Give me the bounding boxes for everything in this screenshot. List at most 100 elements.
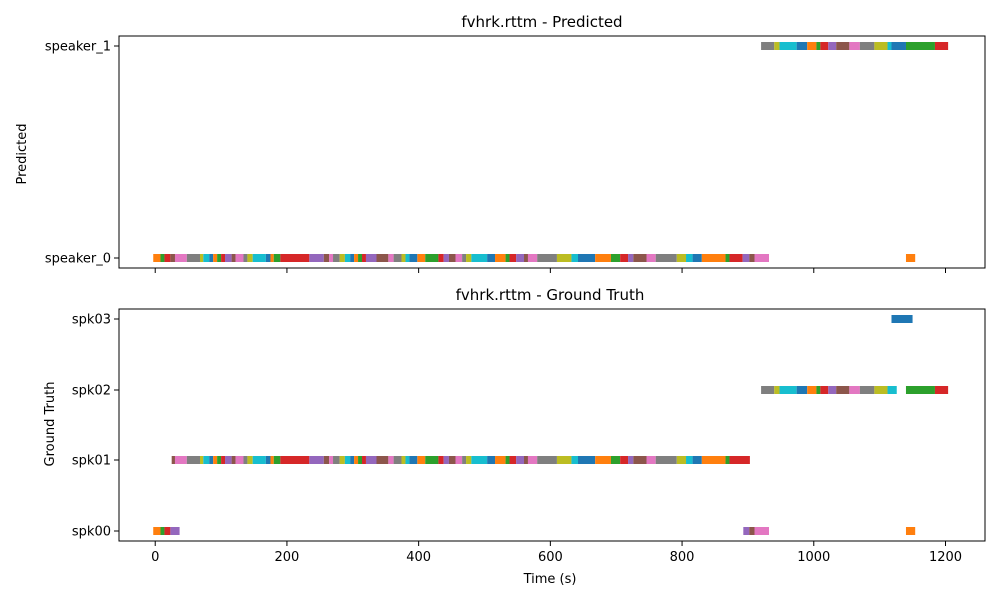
segment-spk01 xyxy=(405,456,410,464)
segment-spk01 xyxy=(265,456,271,464)
segment-spk01 xyxy=(235,456,244,464)
segment-spk01 xyxy=(516,456,525,464)
segment-spk01 xyxy=(409,456,418,464)
segment-spk01 xyxy=(323,456,330,464)
segment-spk01 xyxy=(438,456,444,464)
segment-speaker_0 xyxy=(160,254,165,262)
segment-spk01 xyxy=(252,456,266,464)
segment-spk01 xyxy=(329,456,334,464)
predicted-axes-frame xyxy=(118,35,986,269)
segment-spk01 xyxy=(417,456,426,464)
segment-speaker_0 xyxy=(153,254,161,262)
segment-speaker_0 xyxy=(393,254,402,262)
segment-spk02 xyxy=(934,386,949,394)
segment-speaker_0 xyxy=(265,254,271,262)
segment-speaker_0 xyxy=(409,254,418,262)
x-tick-label: 1000 xyxy=(797,550,830,565)
segment-spk01 xyxy=(471,456,488,464)
segment-speaker_0 xyxy=(174,254,187,262)
segment-spk02 xyxy=(874,386,888,394)
segment-spk01 xyxy=(362,456,366,464)
x-tick-label: 200 xyxy=(275,550,300,565)
segment-speaker_1 xyxy=(874,42,888,50)
y-tick-label: speaker_0 xyxy=(45,252,111,267)
segment-speaker_1 xyxy=(891,42,906,50)
ground-truth-title: fvhrk.rttm - Ground Truth xyxy=(456,286,645,304)
ground-truth-panel: fvhrk.rttm - Ground Truth Ground Truth s… xyxy=(43,286,986,587)
ground-truth-xlabel: Time (s) xyxy=(523,572,577,587)
segment-speaker_0 xyxy=(686,254,693,262)
segment-spk01 xyxy=(487,456,496,464)
segment-speaker_0 xyxy=(344,254,351,262)
segment-speaker_1 xyxy=(796,42,808,50)
y-tick-label: spk00 xyxy=(72,525,111,540)
segment-speaker_0 xyxy=(252,254,266,262)
segment-speaker_0 xyxy=(905,254,916,262)
segment-spk02 xyxy=(779,386,797,394)
segment-spk01 xyxy=(401,456,406,464)
segment-spk01 xyxy=(466,456,472,464)
segment-spk01 xyxy=(620,456,629,464)
segment-spk00 xyxy=(743,527,750,535)
segment-speaker_0 xyxy=(655,254,677,262)
segment-spk01 xyxy=(462,456,467,464)
segment-spk02 xyxy=(816,386,821,394)
ground-truth-y-ticks: spk00 spk01 spk02 spk03 xyxy=(72,313,119,540)
segment-spk01 xyxy=(221,456,226,464)
segment-speaker_0 xyxy=(243,254,248,262)
x-tick-label: 0 xyxy=(151,550,159,565)
segment-spk01 xyxy=(174,456,187,464)
segment-spk01 xyxy=(231,456,236,464)
segment-spk01 xyxy=(524,456,528,464)
segment-speaker_1 xyxy=(779,42,797,50)
segment-speaker_0 xyxy=(405,254,410,262)
segment-spk01 xyxy=(505,456,510,464)
segment-speaker_0 xyxy=(225,254,232,262)
segment-spk01 xyxy=(203,456,210,464)
segment-spk01 xyxy=(425,456,439,464)
segment-speaker_0 xyxy=(425,254,439,262)
segment-spk01 xyxy=(509,456,517,464)
segment-spk01 xyxy=(655,456,677,464)
segment-spk01 xyxy=(676,456,687,464)
segment-speaker_0 xyxy=(455,254,463,262)
segment-speaker_0 xyxy=(633,254,647,262)
segment-speaker_0 xyxy=(362,254,366,262)
segment-speaker_0 xyxy=(417,254,426,262)
segment-spk01 xyxy=(571,456,579,464)
segment-speaker_0 xyxy=(495,254,506,262)
segment-speaker_1 xyxy=(761,42,775,50)
segment-spk01 xyxy=(309,456,324,464)
segment-speaker_0 xyxy=(646,254,656,262)
segment-spk01 xyxy=(171,456,175,464)
segment-spk01 xyxy=(578,456,596,464)
segment-spk01 xyxy=(595,456,611,464)
segment-speaker_1 xyxy=(820,42,829,50)
segment-speaker_0 xyxy=(217,254,222,262)
segment-spk00 xyxy=(754,527,769,535)
segment-speaker_0 xyxy=(339,254,345,262)
segment-speaker_0 xyxy=(280,254,310,262)
predicted-panel: fvhrk.rttm - Predicted Predicted speaker… xyxy=(15,13,986,273)
segment-speaker_0 xyxy=(571,254,579,262)
segment-spk01 xyxy=(537,456,557,464)
segment-spk01 xyxy=(280,456,310,464)
segment-spk01 xyxy=(729,456,750,464)
segment-speaker_0 xyxy=(578,254,596,262)
x-tick-label: 400 xyxy=(406,550,431,565)
segment-speaker_0 xyxy=(358,254,363,262)
predicted-y-ticks: speaker_0 speaker_1 xyxy=(45,40,119,267)
segment-speaker_0 xyxy=(354,254,359,262)
segment-speaker_0 xyxy=(247,254,253,262)
y-tick-label: spk03 xyxy=(72,313,111,328)
segment-speaker_0 xyxy=(505,254,510,262)
segment-speaker_0 xyxy=(620,254,629,262)
segment-speaker_0 xyxy=(350,254,355,262)
segment-spk01 xyxy=(217,456,222,464)
segment-speaker_0 xyxy=(438,254,444,262)
segment-speaker_0 xyxy=(273,254,281,262)
y-tick-label: spk02 xyxy=(72,384,111,399)
predicted-x-ticks xyxy=(154,268,946,273)
segment-speaker_0 xyxy=(388,254,394,262)
segment-spk01 xyxy=(344,456,351,464)
